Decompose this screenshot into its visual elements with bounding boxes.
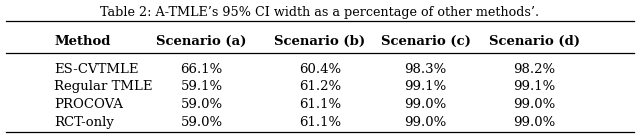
Text: ES-CVTMLE: ES-CVTMLE	[54, 63, 139, 76]
Text: Method: Method	[54, 35, 111, 48]
Text: 98.3%: 98.3%	[404, 63, 447, 76]
Text: 59.0%: 59.0%	[180, 98, 223, 111]
Text: 99.0%: 99.0%	[513, 98, 556, 111]
Text: PROCOVA: PROCOVA	[54, 98, 124, 111]
Text: Scenario (b): Scenario (b)	[275, 35, 365, 48]
Text: Regular TMLE: Regular TMLE	[54, 81, 153, 93]
Text: Scenario (d): Scenario (d)	[489, 35, 580, 48]
Text: 59.1%: 59.1%	[180, 81, 223, 93]
Text: 98.2%: 98.2%	[513, 63, 556, 76]
Text: Scenario (a): Scenario (a)	[156, 35, 247, 48]
Text: 99.1%: 99.1%	[513, 81, 556, 93]
Text: RCT-only: RCT-only	[54, 116, 115, 129]
Text: 99.1%: 99.1%	[404, 81, 447, 93]
Text: 99.0%: 99.0%	[404, 98, 447, 111]
Text: 61.1%: 61.1%	[299, 98, 341, 111]
Text: 59.0%: 59.0%	[180, 116, 223, 129]
Text: 99.0%: 99.0%	[513, 116, 556, 129]
Text: Scenario (c): Scenario (c)	[381, 35, 470, 48]
Text: 99.0%: 99.0%	[404, 116, 447, 129]
Text: 61.1%: 61.1%	[299, 116, 341, 129]
Text: 61.2%: 61.2%	[299, 81, 341, 93]
Text: 66.1%: 66.1%	[180, 63, 223, 76]
Text: Table 2: A-TMLE’s 95% CI width as a percentage of other methods’.: Table 2: A-TMLE’s 95% CI width as a perc…	[100, 6, 540, 19]
Text: 60.4%: 60.4%	[299, 63, 341, 76]
